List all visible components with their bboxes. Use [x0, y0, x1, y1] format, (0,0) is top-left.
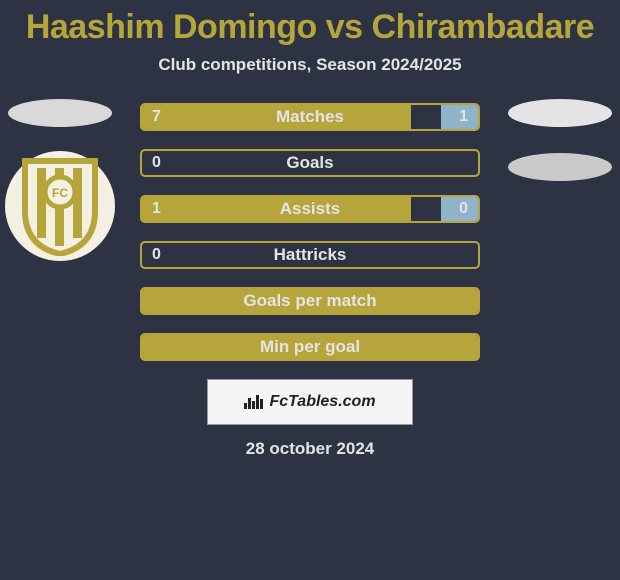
brand-badge: FcTables.com — [207, 379, 413, 425]
player-right-photo-placeholder — [508, 99, 612, 127]
stat-row: 7Matches1 — [140, 103, 480, 131]
stat-row: 0Goals — [140, 149, 480, 177]
stat-row: 0Hattricks — [140, 241, 480, 269]
club-badge-left: FC — [5, 151, 115, 261]
comparison-panel: FC 7Matches10Goals1Assists00HattricksGoa… — [0, 103, 620, 361]
brand-bars-icon — [244, 395, 263, 409]
stat-value-right: 0 — [459, 200, 468, 218]
stats-bars: 7Matches10Goals1Assists00HattricksGoals … — [140, 103, 480, 361]
subtitle: Club competitions, Season 2024/2025 — [0, 55, 620, 75]
stat-label: Assists — [142, 199, 478, 219]
player-left-photo-placeholder — [8, 99, 112, 127]
stat-row: Goals per match — [140, 287, 480, 315]
stat-row: Min per goal — [140, 333, 480, 361]
club-right-placeholder — [508, 153, 612, 181]
stat-label: Min per goal — [142, 337, 478, 357]
page-title: Haashim Domingo vs Chirambadare — [0, 0, 620, 47]
stat-value-right: 1 — [459, 108, 468, 126]
club-crest-icon: FC — [15, 156, 105, 256]
brand-text: FcTables.com — [269, 393, 375, 411]
footer-date: 28 october 2024 — [0, 439, 620, 459]
stat-label: Goals per match — [142, 291, 478, 311]
player-right-column — [500, 103, 620, 181]
svg-text:FC: FC — [52, 186, 68, 200]
stat-label: Matches — [142, 107, 478, 127]
stat-label: Hattricks — [142, 245, 478, 265]
stat-label: Goals — [142, 153, 478, 173]
player-left-column: FC — [0, 103, 120, 261]
stat-row: 1Assists0 — [140, 195, 480, 223]
